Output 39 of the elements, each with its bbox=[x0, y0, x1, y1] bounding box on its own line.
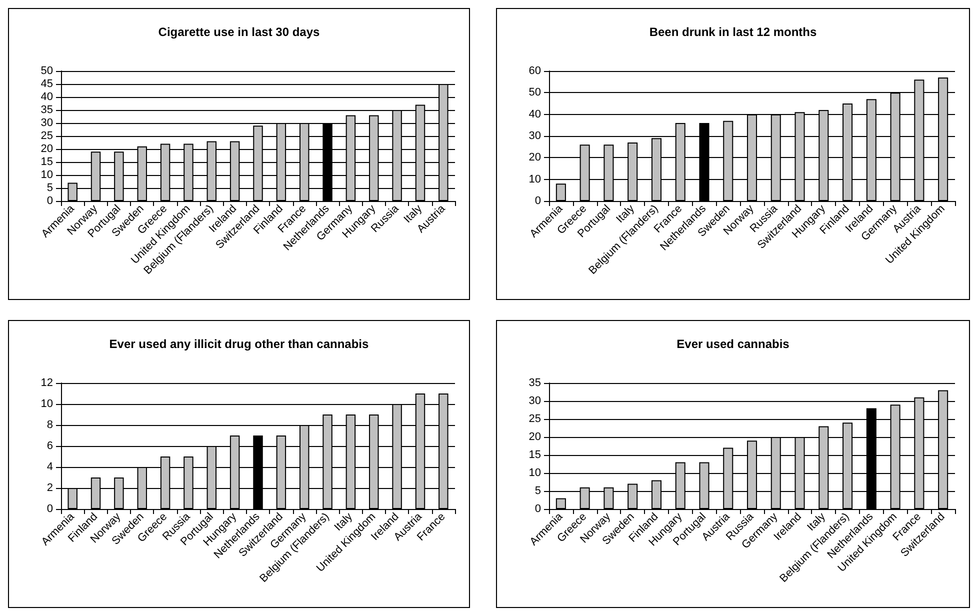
y-tick-label: 20 bbox=[528, 152, 541, 164]
y-tick-label: 5 bbox=[534, 485, 541, 497]
y-tick-label: 15 bbox=[40, 156, 53, 168]
y-tick-label: 5 bbox=[46, 182, 53, 194]
y-tick-label: 60 bbox=[528, 65, 541, 77]
y-tick-label: 20 bbox=[40, 143, 53, 155]
y-tick-label: 30 bbox=[40, 117, 53, 129]
y-tick-label: 50 bbox=[40, 65, 53, 77]
y-tick-label: 10 bbox=[40, 398, 53, 410]
y-tick-label: 0 bbox=[534, 195, 541, 207]
y-tick-label: 20 bbox=[528, 431, 541, 443]
y-tick-label: 0 bbox=[534, 503, 541, 515]
y-tick-label: 35 bbox=[528, 377, 541, 389]
y-tick-label: 40 bbox=[40, 91, 53, 103]
y-tick-label: 10 bbox=[528, 467, 541, 479]
y-tick-label: 30 bbox=[528, 130, 541, 142]
y-tick-label: 25 bbox=[40, 130, 53, 142]
y-tick-label: 35 bbox=[40, 104, 53, 116]
y-tick-label: 8 bbox=[46, 419, 53, 431]
chart-title: Ever used cannabis bbox=[676, 337, 790, 351]
y-tick-label: 15 bbox=[528, 449, 541, 461]
y-tick-label: 2 bbox=[46, 482, 53, 494]
y-tick-label: 4 bbox=[46, 461, 53, 473]
y-tick-label: 40 bbox=[528, 108, 541, 120]
y-tick-label: 10 bbox=[40, 169, 53, 181]
y-tick-label: 10 bbox=[528, 173, 541, 186]
y-tick-label: 25 bbox=[528, 413, 541, 425]
y-tick-label: 30 bbox=[528, 395, 541, 407]
chart-title: Cigarette use in last 30 days bbox=[158, 25, 320, 39]
y-tick-label: 12 bbox=[40, 377, 53, 389]
y-tick-label: 45 bbox=[40, 78, 53, 90]
bar bbox=[556, 498, 566, 509]
chart-title: Ever used any illicit drug other than cannabis bbox=[109, 337, 370, 351]
y-tick-label: 0 bbox=[46, 503, 53, 515]
y-tick-label: 0 bbox=[46, 195, 53, 207]
y-tick-label: 50 bbox=[528, 86, 541, 99]
chart-title: Been drunk in last 12 months bbox=[649, 25, 818, 39]
bar bbox=[556, 184, 566, 201]
y-tick-label: 6 bbox=[46, 440, 53, 452]
